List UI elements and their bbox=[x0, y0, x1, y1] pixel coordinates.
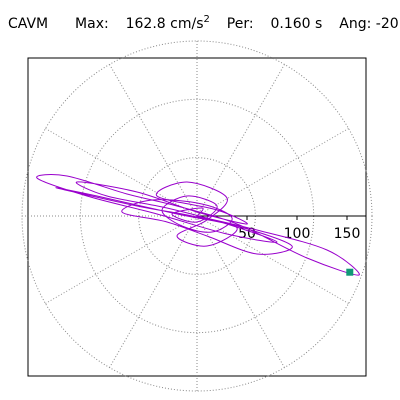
grid-spoke bbox=[109, 215, 198, 368]
component-name: CAVM bbox=[8, 16, 49, 32]
magnitude-axis: 50 100 150 bbox=[197, 215, 366, 242]
grid-spoke bbox=[196, 128, 349, 217]
grid-spoke bbox=[45, 215, 198, 304]
peak-marker-group bbox=[346, 268, 354, 276]
per-label: Per: bbox=[226, 16, 254, 32]
max-label: Max: bbox=[75, 16, 109, 32]
motion-trace bbox=[36, 174, 360, 276]
grid-spoke bbox=[45, 128, 198, 217]
trace-path bbox=[36, 174, 360, 276]
per-unit: s bbox=[315, 16, 323, 32]
grid-spoke bbox=[196, 215, 349, 304]
chart-title: CAVM Max: 162.8 cm/s2 Per: 0.160 s Ang: … bbox=[8, 14, 400, 32]
max-unit: cm/s bbox=[170, 16, 204, 32]
ang-label: Ang: bbox=[339, 16, 372, 32]
axis-tick-label: 100 bbox=[284, 226, 311, 242]
ang-value: -20.2 bbox=[375, 16, 400, 32]
axis-tick-label: 150 bbox=[334, 226, 361, 242]
per-value: 0.160 bbox=[270, 16, 311, 32]
peak-marker bbox=[346, 268, 354, 276]
grid-spoke bbox=[196, 215, 285, 368]
grid-spoke bbox=[196, 64, 285, 217]
grid-spoke bbox=[109, 64, 198, 217]
max-value: 162.8 bbox=[125, 16, 166, 32]
max-unit-exponent: 2 bbox=[203, 14, 210, 25]
